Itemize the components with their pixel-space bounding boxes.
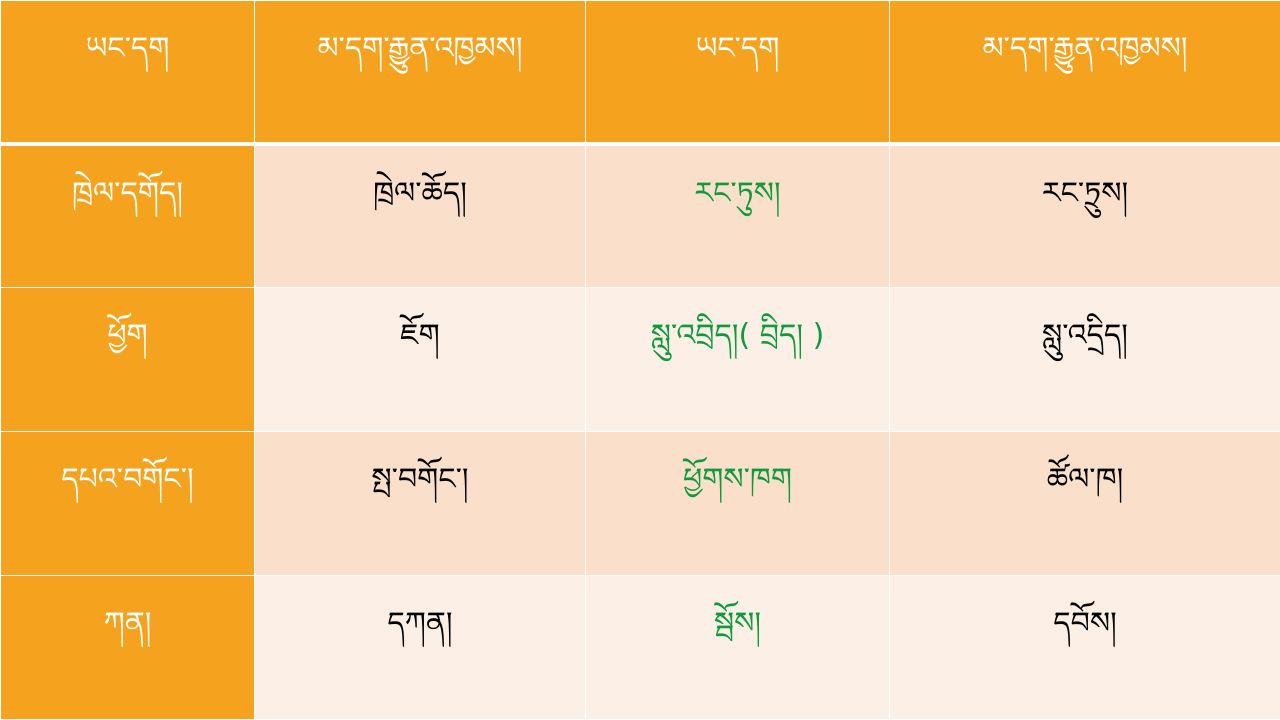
cell-incorrect-1: དཀན།	[254, 575, 586, 720]
header-incorrect-2: མ་དག་རྒྱུན་འཁྱམས།	[889, 0, 1280, 144]
cell-correct-1: ཀན།	[0, 575, 255, 720]
header-row: ཡང་དག མ་དག་རྒྱུན་འཁྱམས། ཡང་དག མ་དག་རྒྱུན…	[0, 0, 1280, 144]
cell-incorrect-2: རང་ཏྲུས།	[889, 143, 1280, 288]
cell-incorrect-2: སླུ་འདྲིད།	[889, 287, 1280, 432]
header-correct-2: ཡང་དག	[585, 0, 890, 144]
cell-incorrect-2: ཚོལ་ཁ།	[889, 431, 1280, 576]
table-row: ཀན། དཀན། སྦོས། དབོས།	[0, 575, 1280, 720]
cell-incorrect-2: དབོས།	[889, 575, 1280, 720]
cell-correct-2: སླུ་འབྲིད།( བྲིད། )	[585, 287, 890, 432]
cell-correct-1: ཕྱོག	[0, 287, 255, 432]
cell-correct-2: ཕྱོགས་ཁག	[585, 431, 890, 576]
cell-correct-1: ཁྲེལ་དགོད།	[0, 143, 255, 288]
table-row: ཕྱོག ཇོག སླུ་འབྲིད།( བྲིད། ) སླུ་འདྲིད།	[0, 287, 1280, 432]
table-row: དཔའ་བགོང་། སྤ་བགོང་། ཕྱོགས་ཁག ཚོལ་ཁ།	[0, 431, 1280, 576]
cell-incorrect-1: སྤ་བགོང་།	[254, 431, 586, 576]
cell-correct-2: སྦོས།	[585, 575, 890, 720]
cell-correct-1: དཔའ་བགོང་།	[0, 431, 255, 576]
cell-correct-2: རང་ཏུས།	[585, 143, 890, 288]
cell-incorrect-1: ཇོག	[254, 287, 586, 432]
header-incorrect-1: མ་དག་རྒྱུན་འཁྱམས།	[254, 0, 586, 144]
table-row: ཁྲེལ་དགོད། ཁྲེལ་ཆོད། རང་ཏུས། རང་ཏྲུས།	[0, 143, 1280, 288]
header-correct-1: ཡང་དག	[0, 0, 255, 144]
cell-incorrect-1: ཁྲེལ་ཆོད།	[254, 143, 586, 288]
